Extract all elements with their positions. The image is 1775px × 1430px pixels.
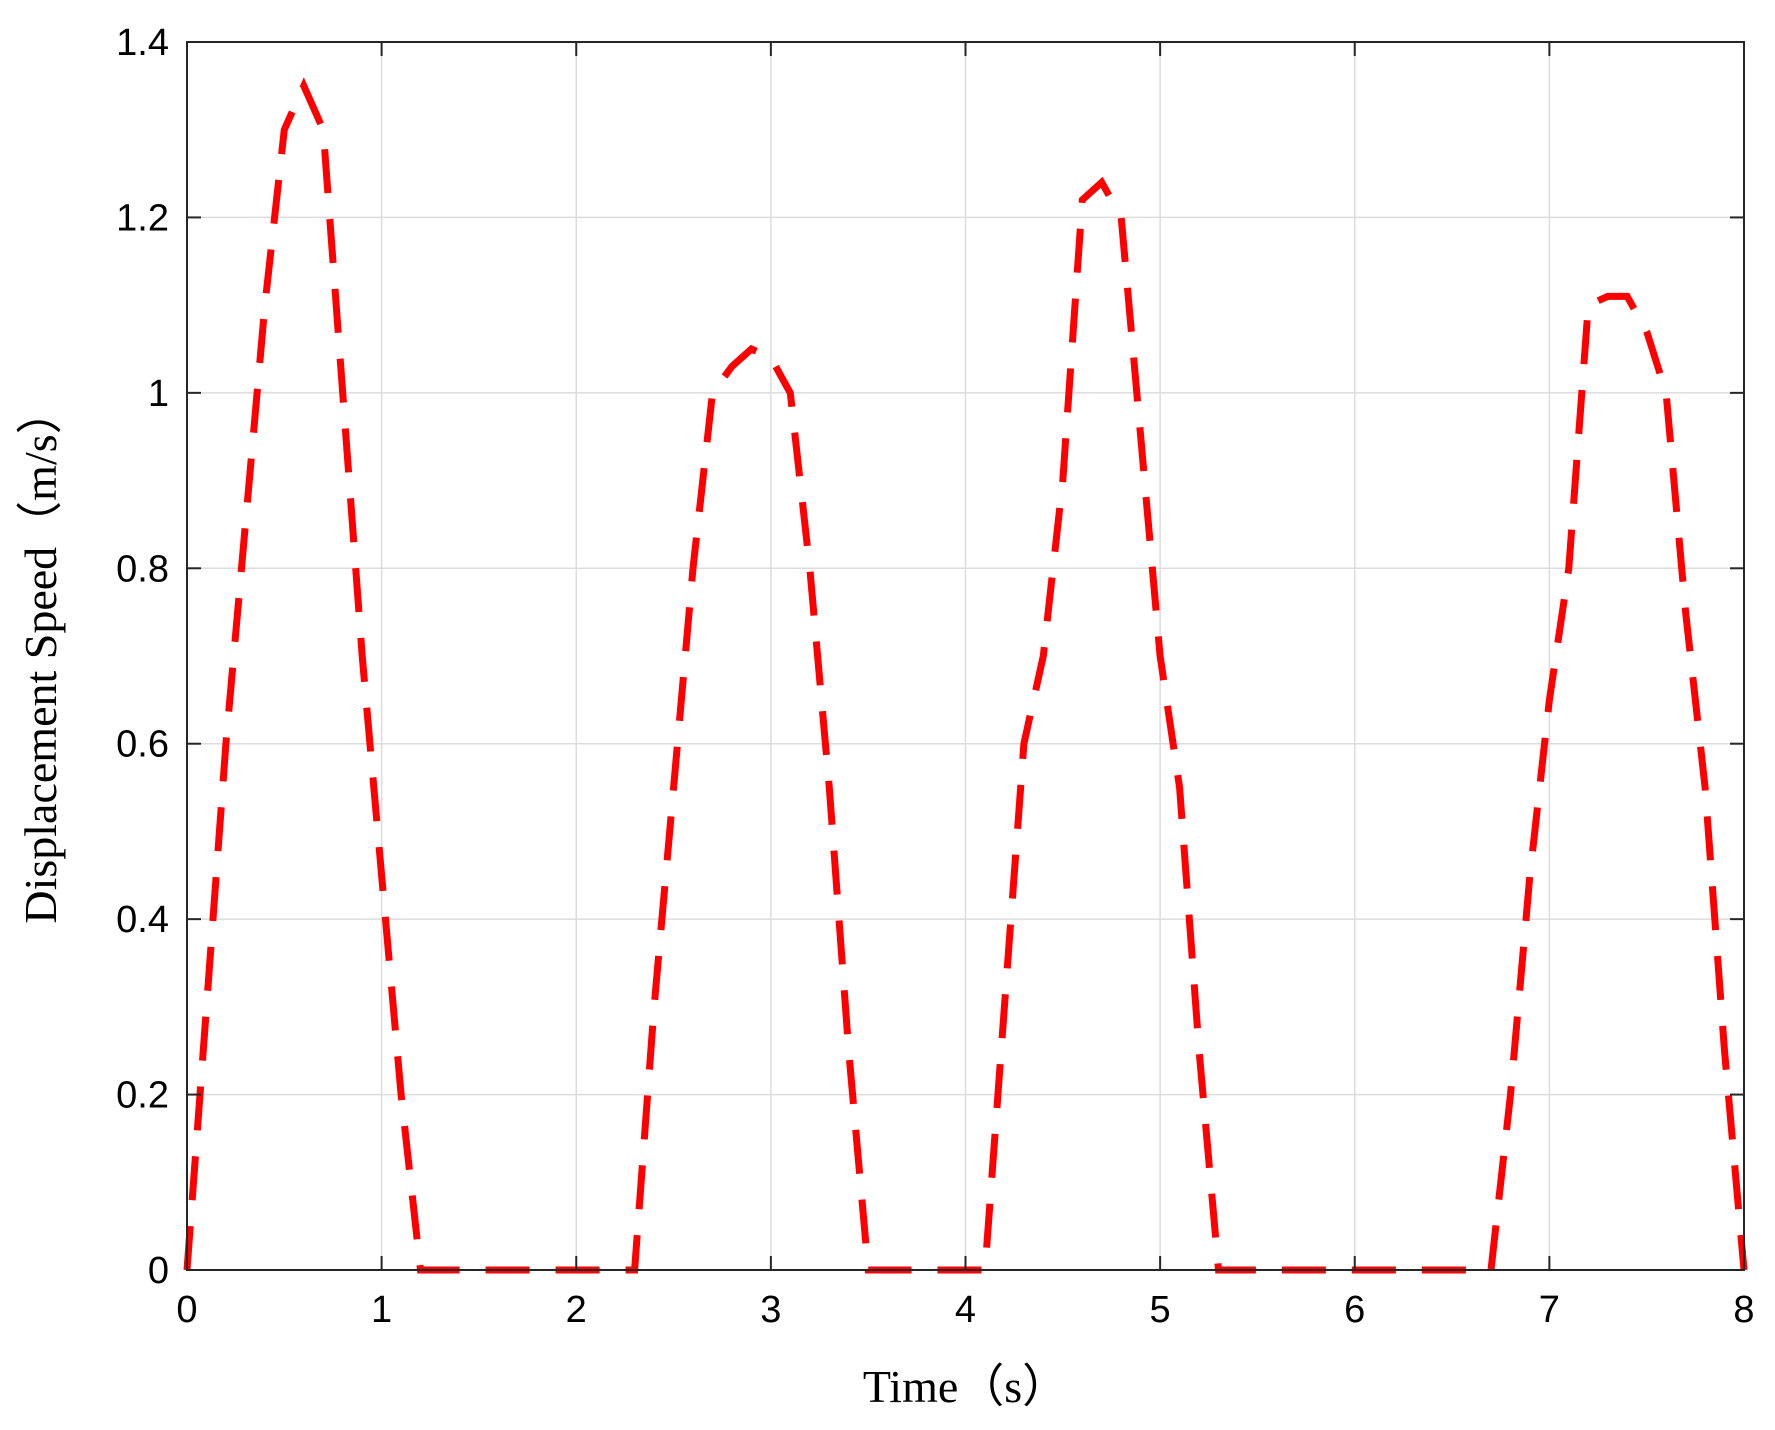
tick-marks bbox=[186, 41, 1745, 1271]
x-tick-label: 3 bbox=[760, 1289, 781, 1331]
y-tick-label: 1.4 bbox=[116, 22, 169, 64]
x-tick-label: 8 bbox=[1733, 1289, 1754, 1331]
y-tick-label: 1.2 bbox=[116, 197, 169, 239]
y-tick-label: 0.4 bbox=[116, 899, 169, 941]
x-tick-label: 7 bbox=[1539, 1289, 1560, 1331]
y-tick-label: 0.8 bbox=[116, 548, 169, 590]
x-tick-label: 4 bbox=[955, 1289, 976, 1331]
y-tick-label: 0.2 bbox=[116, 1075, 169, 1117]
y-tick-label: 1 bbox=[148, 373, 169, 415]
y-axis-label: Displacement Speed（m/s） bbox=[15, 388, 66, 923]
y-tick-label: 0 bbox=[148, 1250, 169, 1292]
x-tick-label: 1 bbox=[371, 1289, 392, 1331]
y-axis-tick-labels: 0 0.2 0.4 0.6 0.8 1 1.2 1.4 bbox=[116, 22, 169, 1292]
x-axis-tick-labels: 0 1 2 3 4 5 6 7 8 bbox=[176, 1289, 1754, 1331]
x-axis-label: Time（s） bbox=[863, 1361, 1068, 1412]
grid-lines bbox=[187, 42, 1744, 1270]
y-tick-label: 0.6 bbox=[116, 724, 169, 766]
x-tick-label: 2 bbox=[566, 1289, 587, 1331]
x-tick-label: 0 bbox=[176, 1289, 197, 1331]
x-tick-label: 6 bbox=[1344, 1289, 1365, 1331]
x-tick-label: 5 bbox=[1150, 1289, 1171, 1331]
